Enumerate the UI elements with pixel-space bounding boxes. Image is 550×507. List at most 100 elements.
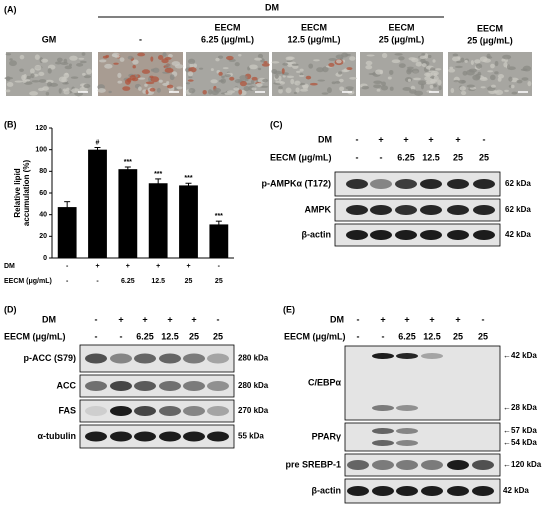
condition-value: 25: [185, 278, 193, 285]
cell: [412, 77, 422, 81]
cell: [421, 63, 427, 67]
molecular-weight: ←42 kDa: [503, 351, 537, 360]
cell: [379, 69, 384, 75]
cell: [259, 85, 269, 88]
cell: [419, 55, 427, 59]
cell: [41, 58, 49, 63]
cell: [420, 58, 426, 63]
cell: [83, 75, 91, 79]
cell: [56, 57, 63, 62]
blot-strip: [344, 422, 501, 452]
band: [183, 353, 205, 364]
y-axis-label: accumulation (%): [22, 160, 31, 227]
cell: [345, 86, 354, 90]
cell: [63, 72, 70, 79]
condition-value: -: [356, 134, 359, 144]
band: [346, 205, 368, 215]
cell: [365, 65, 373, 70]
cell: [4, 76, 14, 80]
y-tick-label: 60: [39, 190, 47, 197]
cell: [421, 53, 426, 56]
cell: [430, 70, 439, 76]
cell: [70, 76, 79, 79]
cell: [406, 66, 414, 70]
band: [110, 406, 132, 416]
cell: [328, 58, 337, 61]
cell: [316, 67, 324, 73]
cell: [450, 88, 455, 94]
band: [183, 406, 205, 416]
cell: [176, 86, 183, 90]
condition-value: 25: [453, 331, 463, 341]
cell: [86, 68, 92, 75]
condition-value: 25: [215, 278, 223, 285]
band: [134, 406, 156, 416]
blot-label: C/EBPα: [308, 377, 342, 387]
band: [110, 353, 132, 364]
cell: [349, 56, 356, 61]
cell: [117, 72, 122, 79]
condition-value: +: [403, 134, 408, 144]
panel-label: (C): [270, 119, 283, 129]
band: [347, 486, 369, 496]
cell: [150, 56, 154, 62]
condition-value: 12.5: [151, 278, 165, 285]
cell: [145, 81, 155, 85]
band: [346, 230, 368, 240]
band: [420, 179, 442, 189]
cell: [328, 62, 335, 67]
band: [370, 230, 392, 240]
cell: [6, 82, 14, 87]
cell: [420, 83, 425, 90]
blot-strip: [334, 198, 501, 222]
y-tick-label: 40: [39, 212, 47, 219]
cell: [305, 75, 312, 80]
cell: [489, 74, 496, 81]
cell: [466, 69, 475, 76]
micrograph: [448, 52, 532, 96]
cell: [285, 56, 294, 61]
y-tick-label: 80: [39, 168, 47, 175]
blot-label: FAS: [58, 405, 76, 415]
cell: [137, 52, 146, 57]
cell: [429, 84, 434, 89]
cell: [76, 62, 84, 67]
cell: [338, 71, 343, 75]
cell: [162, 82, 170, 86]
cell: [166, 81, 170, 84]
micrograph: [360, 52, 443, 96]
cell: [9, 60, 17, 67]
condition-value: +: [380, 314, 385, 324]
band: [396, 405, 418, 411]
cell: [294, 80, 301, 86]
cell: [187, 71, 194, 77]
cell: [217, 55, 224, 59]
cell: [522, 65, 532, 72]
cell: [239, 81, 247, 87]
cell: [38, 79, 47, 83]
cell: [81, 52, 86, 56]
condition-value: +: [118, 314, 123, 324]
band: [473, 205, 495, 215]
y-tick-label: 120: [35, 125, 47, 132]
condition-value: -: [357, 331, 360, 341]
band: [370, 179, 392, 189]
band: [372, 428, 394, 434]
molecular-weight: ←57 kDa: [503, 426, 537, 435]
cell: [381, 52, 388, 59]
cell: [117, 80, 123, 84]
condition-value: 25: [189, 331, 199, 341]
cell: [438, 85, 442, 91]
band: [447, 460, 469, 470]
cell: [299, 68, 304, 72]
cell: [224, 74, 231, 78]
cell: [58, 76, 67, 83]
cell: [164, 57, 172, 60]
column-header: -: [139, 34, 142, 44]
cell: [454, 65, 463, 69]
condition-value: -: [217, 314, 220, 324]
band: [207, 431, 229, 442]
band: [472, 460, 494, 470]
cell: [411, 68, 420, 74]
cell: [278, 88, 283, 94]
